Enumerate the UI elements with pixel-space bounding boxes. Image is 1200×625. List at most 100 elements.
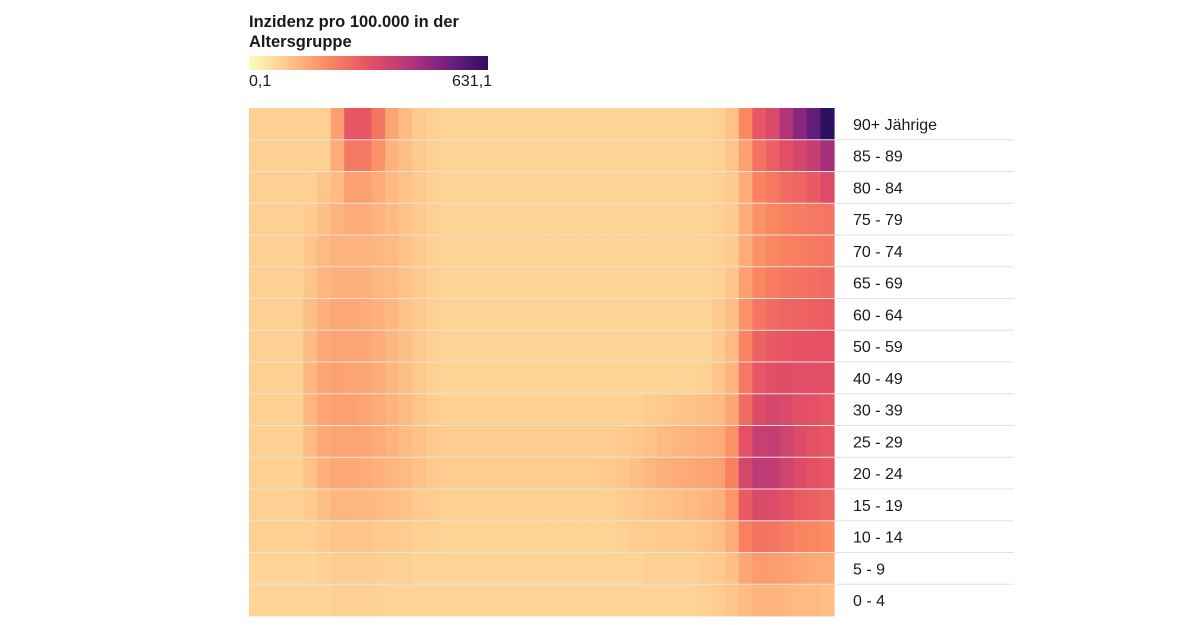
- row-label: 5 - 9: [853, 561, 885, 578]
- heatmap-cell: [507, 489, 522, 522]
- heatmap-cell: [575, 298, 590, 331]
- heatmap-cell: [670, 298, 685, 331]
- heatmap-cell: [344, 171, 359, 204]
- heatmap-cell: [738, 520, 753, 553]
- heatmap-cell: [521, 552, 536, 585]
- heatmap-cell: [344, 489, 359, 522]
- heatmap-cell: [725, 330, 740, 363]
- heatmap-cell: [711, 362, 726, 395]
- heatmap-cell: [616, 171, 631, 204]
- heatmap-cell: [357, 552, 373, 585]
- heatmap-cell: [425, 425, 441, 458]
- heatmap-cell: [657, 425, 672, 458]
- heatmap-cell: [616, 393, 631, 426]
- heatmap-cell: [765, 139, 781, 172]
- heatmap-cell: [357, 520, 373, 553]
- heatmap-cell: [752, 393, 767, 426]
- heatmap-cell: [385, 235, 400, 268]
- heatmap-cell: [725, 266, 740, 299]
- heatmap-cell: [521, 139, 536, 172]
- heatmap-cell: [480, 139, 495, 172]
- heatmap-cell: [820, 235, 835, 268]
- heatmap-cell: [643, 266, 658, 299]
- heatmap-cell: [738, 362, 753, 395]
- heatmap-cell: [480, 552, 495, 585]
- heatmap-cell: [385, 203, 400, 236]
- heatmap-cell: [262, 393, 277, 426]
- heatmap-cell: [385, 171, 400, 204]
- heatmap-cell: [670, 235, 685, 268]
- heatmap-cell: [466, 330, 481, 363]
- heatmap-cell: [629, 298, 645, 331]
- heatmap-cell: [765, 330, 781, 363]
- heatmap-cell: [439, 425, 454, 458]
- heatmap-cell: [575, 139, 590, 172]
- heatmap-cell: [684, 425, 699, 458]
- heatmap-cell: [249, 330, 264, 363]
- heatmap-cell: [589, 298, 604, 331]
- heatmap-cell: [412, 393, 427, 426]
- heatmap-cell: [317, 139, 332, 172]
- heatmap-cell: [643, 489, 658, 522]
- heatmap-cell: [575, 489, 590, 522]
- heatmap-cell: [262, 520, 277, 553]
- heatmap-cell: [262, 235, 277, 268]
- heatmap-cell: [534, 393, 549, 426]
- heatmap-cell: [289, 425, 305, 458]
- heatmap-cell: [249, 266, 264, 299]
- heatmap-cell: [521, 203, 536, 236]
- row-label: 0 - 4: [853, 593, 885, 610]
- heatmap-cell: [412, 489, 427, 522]
- heatmap-cell: [765, 520, 781, 553]
- heatmap-cell: [779, 139, 794, 172]
- heatmap-cell: [561, 298, 577, 331]
- heatmap-cell: [371, 298, 386, 331]
- heatmap-cell: [725, 203, 740, 236]
- heatmap-cell: [616, 457, 631, 490]
- heatmap-cell: [289, 362, 305, 395]
- heatmap-cell: [725, 584, 740, 617]
- heatmap-cell: [711, 520, 726, 553]
- heatmap-cell: [521, 108, 536, 141]
- heatmap-cell: [398, 330, 413, 363]
- heatmap-cell: [738, 203, 753, 236]
- heatmap-cell: [806, 203, 821, 236]
- heatmap-cell: [317, 425, 332, 458]
- heatmap-cell: [602, 203, 617, 236]
- heatmap-cell: [534, 520, 549, 553]
- heatmap-cell: [820, 203, 835, 236]
- heatmap-cell: [439, 552, 454, 585]
- heatmap-cell: [684, 520, 699, 553]
- heatmap-cell: [439, 489, 454, 522]
- heatmap-cell: [262, 203, 277, 236]
- heatmap-cell: [738, 298, 753, 331]
- heatmap-cell: [561, 171, 577, 204]
- heatmap-cell: [820, 489, 835, 522]
- heatmap-cell: [616, 266, 631, 299]
- heatmap-cell: [344, 139, 359, 172]
- heatmap-cell: [643, 457, 658, 490]
- heatmap-cell: [806, 584, 821, 617]
- heatmap-cell: [371, 203, 386, 236]
- heatmap-cell: [793, 139, 808, 172]
- heatmap-cell: [385, 266, 400, 299]
- heatmap-cell: [657, 108, 672, 141]
- heatmap-cell: [303, 457, 318, 490]
- heatmap-cell: [643, 108, 658, 141]
- legend: Inzidenz pro 100.000 in der Altersgruppe…: [249, 12, 549, 90]
- heatmap-cell: [534, 298, 549, 331]
- heatmap-cell: [385, 425, 400, 458]
- heatmap-cell: [480, 393, 495, 426]
- heatmap-cell: [303, 108, 318, 141]
- heatmap-cell: [793, 552, 808, 585]
- heatmap-cell: [765, 457, 781, 490]
- heatmap-cell: [738, 489, 753, 522]
- heatmap-cell: [752, 330, 767, 363]
- heatmap-cell: [629, 362, 645, 395]
- heatmap-cell: [289, 520, 305, 553]
- heatmap-cell: [643, 584, 658, 617]
- heatmap-cell: [357, 393, 373, 426]
- heatmap-cell: [779, 584, 794, 617]
- heatmap-cell: [629, 425, 645, 458]
- heatmap-cell: [493, 552, 509, 585]
